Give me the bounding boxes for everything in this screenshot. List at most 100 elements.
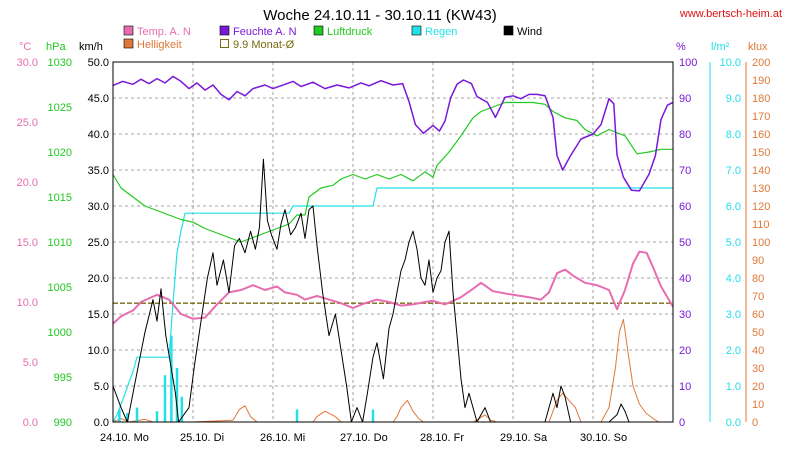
humidity-tick: 0 xyxy=(679,417,685,429)
pressure-tick: 1000 xyxy=(48,327,72,339)
lux-tick: 40 xyxy=(752,345,764,357)
legend-swatch-regen xyxy=(411,25,422,36)
pressure-tick: 1005 xyxy=(48,282,72,294)
source-link[interactable]: www.bertsch-heim.at xyxy=(679,8,782,20)
rain-tick: 1.0 xyxy=(726,381,741,393)
x-tick-label: 26.10. Mi xyxy=(260,432,305,444)
rain-tick: 9.0 xyxy=(726,93,741,105)
x-tick-label: 29.10. Sa xyxy=(500,432,548,444)
humidity-tick: 90 xyxy=(679,93,691,105)
wind-tick: 35.0 xyxy=(88,165,109,177)
rain-tick: 5.0 xyxy=(726,237,741,249)
wind-tick: 25.0 xyxy=(88,237,109,249)
wind-tick: 45.0 xyxy=(88,93,109,105)
lux-tick: 70 xyxy=(752,291,764,303)
rain-unit-label: l/m² xyxy=(711,41,730,53)
rain-tick: 8.0 xyxy=(726,129,741,141)
x-axis-ticks: 24.10. Mo 25.10. Di 26.10. Mi 27.10. Do 28.1… xyxy=(100,432,627,444)
wind-tick: 50.0 xyxy=(88,57,109,69)
wind-tick: 40.0 xyxy=(88,129,109,141)
temp-tick: 5.0 xyxy=(23,357,38,369)
plot-frame xyxy=(112,61,674,423)
pressure-tick: 990 xyxy=(54,417,72,429)
left-axis-ticks: 0.0 5.0 10.0 15.0 20.0 25.0 30.0 990 995 1000 1005… xyxy=(17,57,109,429)
temp-tick: 25.0 xyxy=(17,117,38,129)
humidity-tick: 60 xyxy=(679,201,691,213)
rain-tick: 7.0 xyxy=(726,165,741,177)
lux-tick: 200 xyxy=(752,57,770,69)
rain-tick: 10.0 xyxy=(720,57,741,69)
lux-unit-label: klux xyxy=(748,41,768,53)
lux-tick: 190 xyxy=(752,75,770,87)
wind-tick: 30.0 xyxy=(88,201,109,213)
series-helligkeit xyxy=(112,318,673,423)
pressure-tick: 1020 xyxy=(48,147,72,159)
lux-tick: 150 xyxy=(752,147,770,159)
wind-tick: 15.0 xyxy=(88,309,109,321)
x-tick-label: 25.10. Di xyxy=(180,432,224,444)
lux-tick: 90 xyxy=(752,255,764,267)
rain-tick: 4.0 xyxy=(726,273,741,285)
legend-label-luftdruck: Luftdruck xyxy=(327,26,373,38)
rain-tick: 0.0 xyxy=(726,417,741,429)
legend-label-helligkeit: Helligkeit xyxy=(137,39,182,51)
lux-tick: 30 xyxy=(752,363,764,375)
legend-label-wind: Wind xyxy=(517,26,542,38)
temp-tick: 0.0 xyxy=(23,417,38,429)
series-wind xyxy=(112,158,673,423)
humidity-tick: 70 xyxy=(679,165,691,177)
series-feuchte xyxy=(112,75,674,192)
lux-tick: 180 xyxy=(752,93,770,105)
pressure-unit-label: hPa xyxy=(46,41,66,53)
wind-tick: 0.0 xyxy=(94,417,109,429)
temp-unit-label: °C xyxy=(19,41,31,53)
temp-tick: 15.0 xyxy=(17,237,38,249)
lux-tick: 0 xyxy=(752,417,758,429)
lux-tick: 160 xyxy=(752,129,770,141)
axis-unit-labels: °C hPa km/h% l/m² klux xyxy=(19,41,768,53)
x-tick-label: 27.10. Do xyxy=(340,432,388,444)
legend-label-regen: Regen xyxy=(425,26,457,38)
series-regen xyxy=(112,187,673,423)
x-tick-label: 24.10. Mo xyxy=(100,432,149,444)
legend-label-monat: 9.9 Monat-Ø xyxy=(233,39,295,51)
humidity-tick: 20 xyxy=(679,345,691,357)
series-luftdruck xyxy=(112,101,673,243)
chart-legend: Temp. A. N Feuchte A. N Luftdruck Regen Wind… xyxy=(123,25,542,51)
lux-tick: 100 xyxy=(752,237,770,249)
x-tick-label: 28.10. Fr xyxy=(420,432,464,444)
right-axis-ticks: 01020304050607080901000.01.02.03.04.05.0… xyxy=(679,57,770,429)
lux-tick: 80 xyxy=(752,273,764,285)
lux-tick: 20 xyxy=(752,381,764,393)
pressure-tick: 1030 xyxy=(48,57,72,69)
humidity-tick: 80 xyxy=(679,129,691,141)
legend-swatch-monat xyxy=(220,39,229,48)
pressure-tick: 1025 xyxy=(48,102,72,114)
x-tick-label: 30.10. So xyxy=(580,432,627,444)
wind-tick: 10.0 xyxy=(88,345,109,357)
temp-tick: 10.0 xyxy=(17,297,38,309)
legend-swatch-wind xyxy=(503,25,514,36)
humidity-tick: 100 xyxy=(679,57,697,69)
legend-swatch-luftdruck xyxy=(313,25,324,36)
legend-swatch-helligkeit xyxy=(123,38,134,49)
lux-tick: 130 xyxy=(752,183,770,195)
humidity-tick: 50 xyxy=(679,237,691,249)
legend-swatch-feuchte xyxy=(219,25,230,36)
pressure-tick: 995 xyxy=(54,372,72,384)
rain-tick: 2.0 xyxy=(726,345,741,357)
humidity-tick: 30 xyxy=(679,309,691,321)
humidity-unit-label: % xyxy=(676,41,686,53)
lux-tick: 120 xyxy=(752,201,770,213)
legend-label-feuchte: Feuchte A. N xyxy=(233,26,297,38)
wind-unit-label: km/h xyxy=(79,41,103,53)
humidity-tick: 10 xyxy=(679,381,691,393)
rain-tick: 6.0 xyxy=(726,201,741,213)
temp-tick: 30.0 xyxy=(17,57,38,69)
lux-tick: 10 xyxy=(752,399,764,411)
series-layer xyxy=(112,75,674,423)
lux-tick: 50 xyxy=(752,327,764,339)
legend-label-temp: Temp. A. N xyxy=(137,26,191,38)
rain-tick: 3.0 xyxy=(726,309,741,321)
